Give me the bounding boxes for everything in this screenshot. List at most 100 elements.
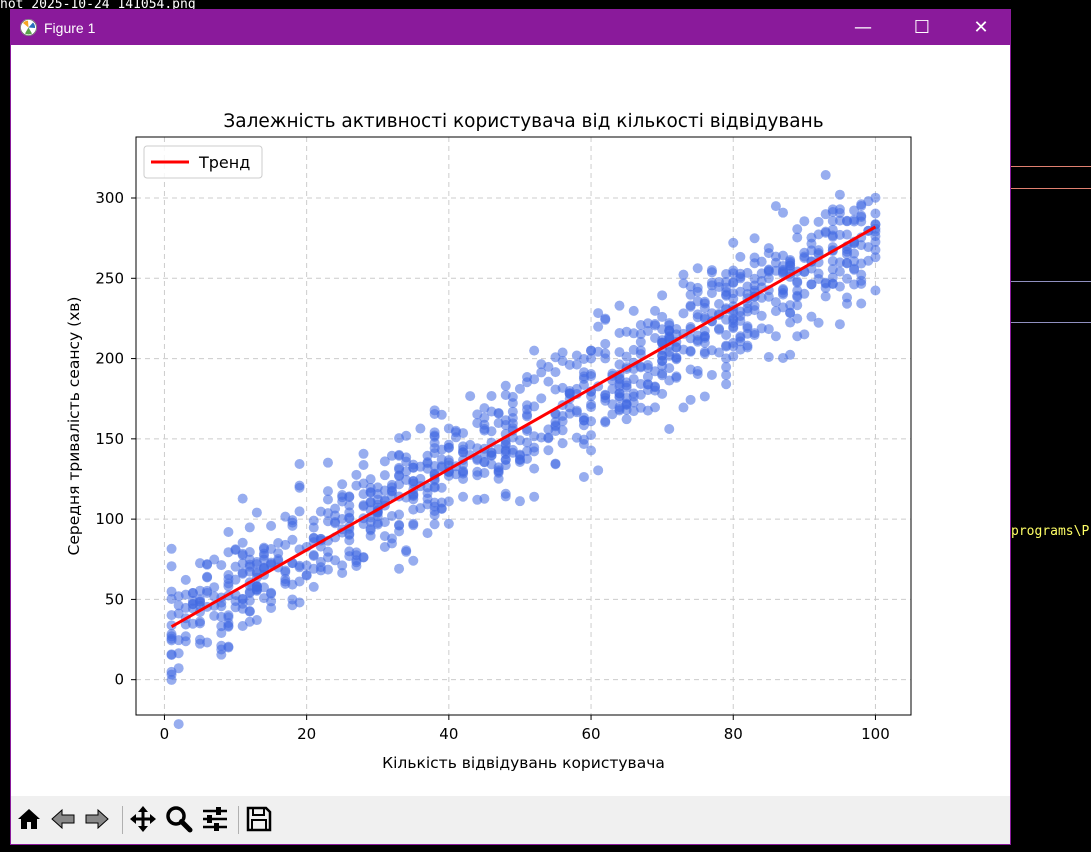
- scatter-point: [465, 391, 476, 402]
- scatter-point: [408, 504, 419, 515]
- scatter-point: [735, 332, 746, 343]
- scatter-point: [763, 265, 774, 276]
- zoom-button[interactable]: [164, 804, 194, 834]
- scatter-point: [635, 349, 646, 360]
- scatter-point: [650, 385, 661, 396]
- scatter-point: [728, 237, 739, 248]
- scatter-point: [379, 531, 390, 542]
- scatter-point: [657, 311, 668, 322]
- scatter-point: [593, 346, 604, 357]
- title-bar[interactable]: Figure 1 — ☐ ✕: [11, 10, 1010, 45]
- scatter-point: [642, 405, 653, 416]
- scatter-point: [522, 437, 533, 448]
- plot-frame: [135, 136, 912, 716]
- scatter-point: [166, 635, 177, 646]
- back-button[interactable]: [48, 804, 78, 834]
- scatter-point: [216, 601, 227, 612]
- scatter-point: [429, 437, 440, 448]
- minimize-button[interactable]: —: [854, 17, 872, 38]
- scatter-point: [792, 224, 803, 235]
- scatter-point: [166, 561, 177, 572]
- scatter-point: [230, 544, 241, 555]
- scatter-point: [742, 342, 753, 353]
- scatter-point: [714, 298, 725, 309]
- background-divider: [1011, 166, 1091, 167]
- scatter-point: [223, 641, 234, 652]
- scatter-point: [436, 503, 447, 514]
- scatter-point: [180, 619, 191, 630]
- x-tick-label: 100: [861, 725, 890, 743]
- scatter-point: [628, 328, 639, 339]
- scatter-point: [870, 223, 881, 234]
- scatter-point: [650, 320, 661, 331]
- scatter-point: [280, 573, 291, 584]
- figure-canvas[interactable]: 0 20 40 60 80 100 0 50 100 150 200 250 300 Залежність…: [11, 45, 1010, 796]
- scatter-point: [429, 482, 440, 493]
- scatter-point: [827, 264, 838, 275]
- y-tick-label: 150: [95, 430, 124, 448]
- scatter-point: [258, 550, 269, 561]
- scatter-point: [557, 411, 568, 422]
- scatter-point: [308, 522, 319, 533]
- scatter-point: [529, 345, 540, 356]
- scatter-point: [194, 616, 205, 627]
- scatter-point: [394, 449, 405, 460]
- scatter-point: [614, 347, 625, 358]
- scatter-point: [401, 430, 412, 441]
- scatter-point: [536, 367, 547, 378]
- x-tick-label: 20: [297, 725, 316, 743]
- scatter-point: [827, 215, 838, 226]
- scatter-point: [813, 216, 824, 227]
- scatter-point: [529, 401, 540, 412]
- home-button[interactable]: [14, 804, 44, 834]
- scatter-point: [664, 318, 675, 329]
- scatter-point: [678, 402, 689, 413]
- scatter-point: [799, 216, 810, 227]
- maximize-button[interactable]: ☐: [913, 17, 931, 38]
- scatter-point: [593, 321, 604, 332]
- scatter-point: [820, 209, 831, 220]
- configure-subplots-icon: [203, 807, 227, 831]
- scatter-point: [401, 545, 412, 556]
- scatter-point: [315, 556, 326, 567]
- scatter-point: [813, 317, 824, 328]
- scatter-point: [166, 610, 177, 621]
- pan-button[interactable]: [128, 804, 158, 834]
- scatter-point: [230, 574, 241, 585]
- scatter-point: [571, 359, 582, 370]
- scatter-point: [678, 269, 689, 280]
- scatter-point: [486, 450, 497, 461]
- chart-title: Залежність активності користувача від кі…: [223, 111, 823, 132]
- scatter-point: [429, 519, 440, 530]
- close-button[interactable]: ✕: [973, 17, 989, 38]
- scatter-point: [827, 278, 838, 289]
- scatter-point: [699, 302, 710, 313]
- scatter-point: [756, 323, 767, 334]
- scatter-point: [849, 216, 860, 227]
- scatter-point: [344, 500, 355, 511]
- scatter-point: [308, 515, 319, 526]
- scatter-point: [344, 492, 355, 503]
- scatter-point: [237, 493, 248, 504]
- scatter-point: [173, 663, 184, 674]
- y-tick-label: 50: [105, 590, 124, 608]
- scatter-point: [258, 542, 269, 553]
- scatter-point: [386, 510, 397, 521]
- forward-button[interactable]: [82, 804, 112, 834]
- scatter-point: [685, 364, 696, 375]
- pan-icon: [130, 806, 156, 832]
- configure-subplots-button[interactable]: [200, 804, 230, 834]
- scatter-point: [322, 552, 333, 563]
- scatter-point: [671, 324, 682, 335]
- scatter-point: [180, 602, 191, 613]
- scatter-point: [529, 431, 540, 442]
- scatter-point: [842, 298, 853, 309]
- scatter-point: [621, 404, 632, 415]
- scatter-point: [351, 480, 362, 491]
- scatter-point: [202, 585, 213, 596]
- y-tick-label: 300: [95, 189, 124, 207]
- scatter-point: [529, 442, 540, 453]
- scatter-point: [635, 378, 646, 389]
- save-button[interactable]: [244, 804, 274, 834]
- scatter-point: [770, 331, 781, 342]
